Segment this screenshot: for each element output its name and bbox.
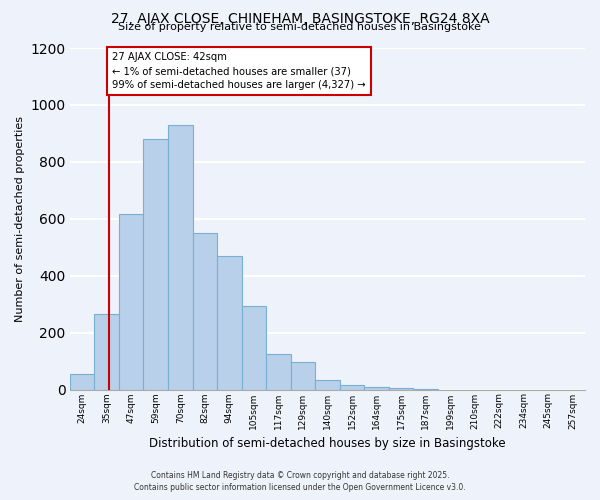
Bar — [193, 233, 217, 390]
Bar — [364, 387, 389, 390]
Bar — [70, 374, 94, 390]
X-axis label: Distribution of semi-detached houses by size in Basingstoke: Distribution of semi-detached houses by … — [149, 437, 506, 450]
Y-axis label: Number of semi-detached properties: Number of semi-detached properties — [15, 116, 25, 322]
Bar — [168, 125, 193, 390]
Bar — [315, 380, 340, 390]
Bar — [389, 388, 413, 390]
Bar — [340, 385, 364, 390]
Bar — [290, 362, 315, 390]
Text: 27 AJAX CLOSE: 42sqm
← 1% of semi-detached houses are smaller (37)
99% of semi-d: 27 AJAX CLOSE: 42sqm ← 1% of semi-detach… — [112, 52, 366, 90]
Text: 27, AJAX CLOSE, CHINEHAM, BASINGSTOKE, RG24 8XA: 27, AJAX CLOSE, CHINEHAM, BASINGSTOKE, R… — [110, 12, 490, 26]
Bar — [119, 214, 143, 390]
Bar — [242, 306, 266, 390]
Bar — [217, 256, 242, 390]
Bar — [266, 354, 290, 390]
Text: Contains HM Land Registry data © Crown copyright and database right 2025.
Contai: Contains HM Land Registry data © Crown c… — [134, 471, 466, 492]
Text: Size of property relative to semi-detached houses in Basingstoke: Size of property relative to semi-detach… — [119, 22, 482, 32]
Bar — [143, 139, 168, 390]
Bar — [413, 389, 438, 390]
Bar — [94, 314, 119, 390]
